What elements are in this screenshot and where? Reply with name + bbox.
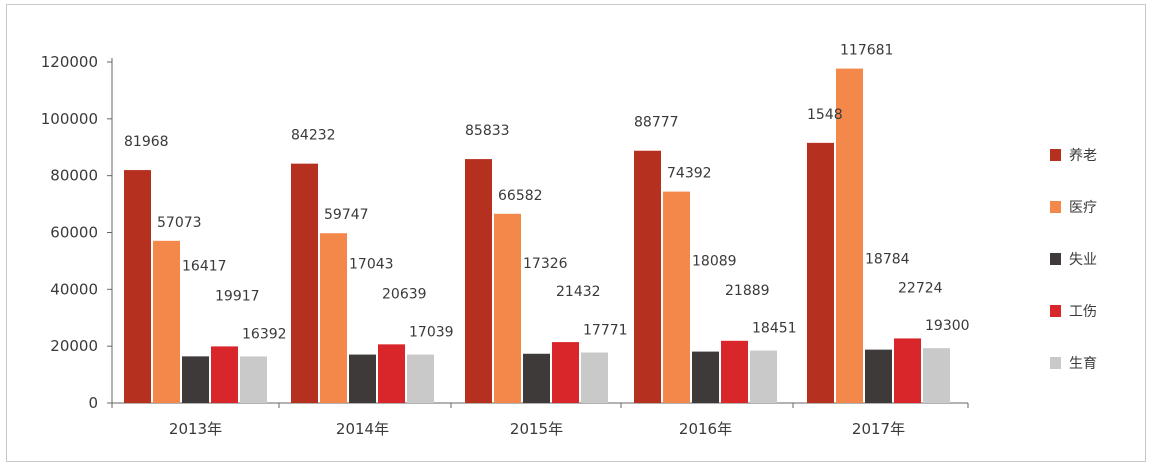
bar-2015年-养老 — [465, 159, 492, 403]
data-label: 16392 — [242, 326, 287, 342]
bar-2015年-失业 — [523, 353, 550, 403]
bar-2014年-医疗 — [320, 233, 347, 403]
data-label: 22724 — [898, 280, 943, 296]
y-tick-label: 80000 — [50, 167, 98, 185]
data-labels-group: 81968 57073 16417 19917 16392 84232 59747 17043… — [124, 43, 970, 343]
bar-2016年-养老 — [634, 150, 661, 403]
data-label: 84232 — [291, 128, 336, 144]
category-label: 2013年 — [169, 420, 222, 438]
data-label: 17039 — [409, 325, 454, 341]
bar-2015年-生育 — [581, 352, 608, 403]
bar-2016年-生育 — [750, 350, 777, 403]
legend-label: 失业 — [1069, 252, 1097, 268]
data-label: 19917 — [215, 288, 260, 304]
legend-swatch — [1050, 149, 1061, 161]
bar-2013年-医疗 — [153, 240, 180, 403]
legend-label: 生育 — [1069, 356, 1097, 372]
data-label: 85833 — [465, 123, 510, 139]
bar-2016年-失业 — [692, 351, 719, 403]
data-label: 17043 — [349, 257, 394, 273]
category-labels-group: 2013年 2014年 2015年 2016年 2017年 — [169, 420, 905, 438]
data-label: 19300 — [925, 318, 970, 334]
data-label: 74392 — [667, 166, 712, 182]
bar-2017年-工伤 — [894, 338, 921, 403]
data-label: 57073 — [157, 215, 202, 231]
bar-2013年-失业 — [182, 356, 209, 403]
bar-2017年-生育 — [923, 348, 950, 403]
bar-2016年-工伤 — [721, 340, 748, 403]
legend-label: 工伤 — [1069, 304, 1097, 320]
legend-label: 医疗 — [1069, 200, 1097, 216]
data-label: 20639 — [382, 286, 427, 302]
bar-2016年-医疗 — [663, 191, 690, 403]
data-label: 1548 — [807, 107, 843, 123]
data-label: 117681 — [840, 43, 893, 59]
bar-2017年-医疗 — [836, 68, 863, 403]
data-label: 81968 — [124, 134, 169, 150]
category-label: 2017年 — [852, 420, 905, 438]
bar-2014年-工伤 — [378, 344, 405, 403]
data-label: 18089 — [692, 254, 737, 270]
data-label: 21889 — [725, 283, 770, 299]
bar-2014年-生育 — [407, 354, 434, 403]
legend-swatch — [1050, 357, 1061, 369]
bar-2015年-医疗 — [494, 213, 521, 403]
data-label: 16417 — [182, 258, 227, 274]
y-tick-label: 100000 — [41, 110, 98, 128]
legend-swatch — [1050, 201, 1061, 213]
data-label: 66582 — [498, 188, 543, 204]
legend-label: 养老 — [1069, 148, 1097, 164]
bar-2017年-养老 — [807, 142, 834, 403]
data-label: 18451 — [752, 321, 797, 337]
y-axis-ticks: 0 20000 40000 60000 80000 100000 120000 — [41, 53, 969, 412]
category-label: 2015年 — [510, 420, 563, 438]
y-tick-label: 120000 — [41, 53, 98, 71]
category-label: 2016年 — [679, 420, 732, 438]
bar-2013年-工伤 — [211, 346, 238, 403]
data-label: 59747 — [324, 207, 369, 223]
y-tick-label: 60000 — [50, 224, 98, 242]
bar-2013年-生育 — [240, 356, 267, 403]
bar-2013年-养老 — [124, 170, 151, 403]
data-label: 17326 — [523, 256, 568, 272]
bar-2014年-失业 — [349, 354, 376, 403]
bar-2017年-失业 — [865, 349, 892, 403]
legend-swatch — [1050, 253, 1061, 265]
data-label: 88777 — [634, 115, 679, 131]
legend-swatch — [1050, 305, 1061, 317]
data-label: 21432 — [556, 284, 601, 300]
bar-2014年-养老 — [291, 163, 318, 403]
y-tick-label: 0 — [88, 394, 98, 412]
y-tick-label: 20000 — [50, 337, 98, 355]
bars-group — [124, 68, 950, 403]
category-label: 2014年 — [336, 420, 389, 438]
bar-2015年-工伤 — [552, 342, 579, 403]
data-label: 18784 — [865, 252, 910, 268]
data-label: 17771 — [583, 323, 628, 339]
y-tick-label: 40000 — [50, 280, 98, 298]
